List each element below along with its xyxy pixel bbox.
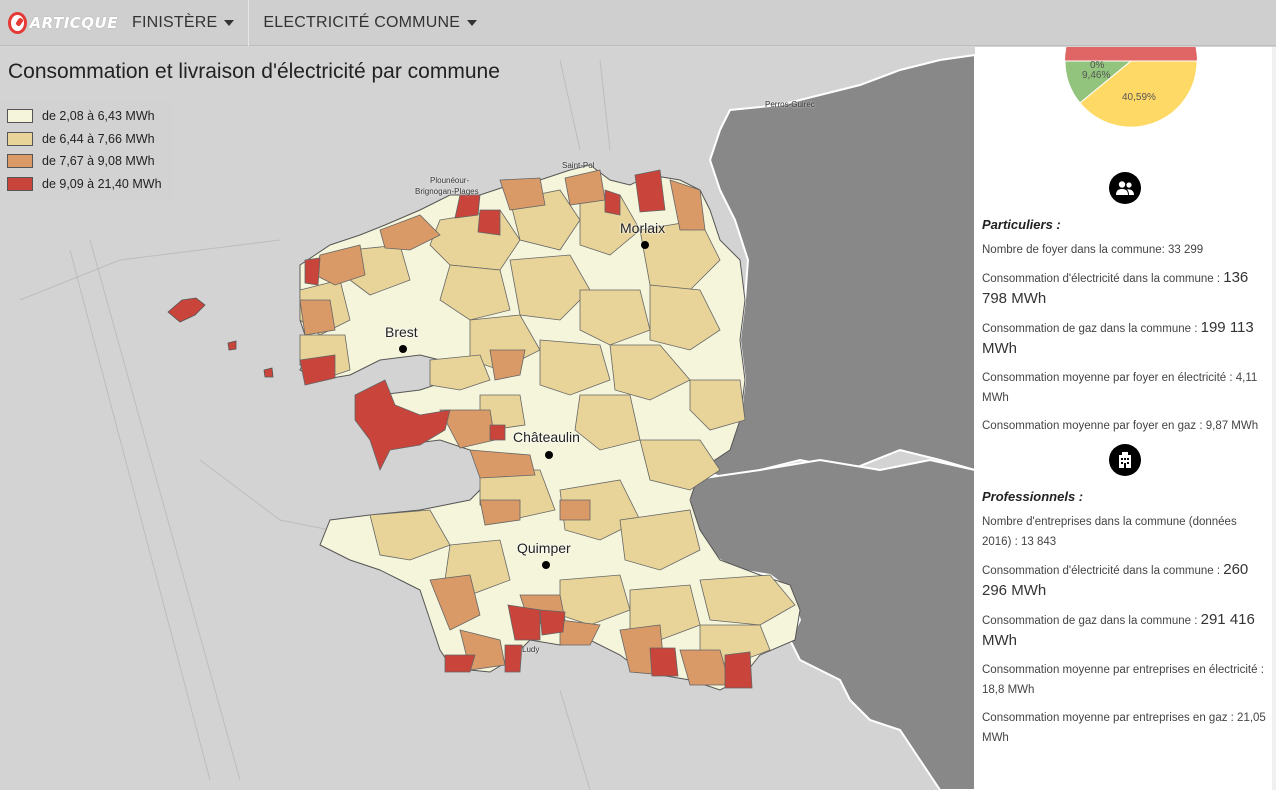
city-label-chateaulin: Châteaulin [513,429,580,445]
nav-divider [248,0,250,46]
stat-label: Consommation d'électricité dans la commu… [982,565,1224,577]
pie-chart-svg: 0% 9,46% 40,59% [1064,47,1198,128]
stat-value: 136 798 MWh [982,269,1249,307]
island-ouessant [167,297,206,323]
stat-moy-elec-foyer: Consommation moyenne par foyer en électr… [982,372,1258,404]
legend-label: de 6,44 à 7,66 MWh [42,131,155,146]
particuliers-section: Particuliers : Nombre de foyer dans la c… [982,172,1268,436]
chevron-down-icon [224,19,235,26]
info-panel[interactable]: 0% 9,46% 40,59% Particuliers : Nombre de… [975,47,1276,790]
professionnels-title: Professionnels : [982,489,1084,504]
legend-item: de 9,09 à 21,40 MWh [7,173,174,196]
legend-swatch [7,154,33,169]
indicator-dropdown[interactable]: ELECTRICITÉ COMMUNE [249,0,491,46]
legend-label: de 2,08 à 6,43 MWh [42,109,155,124]
stat-value: 260 296 MWh [982,561,1249,599]
stat-moy-gaz-entreprise: Consommation moyenne par entreprises en … [982,712,1266,744]
legend-label: de 7,67 à 9,08 MWh [42,154,155,169]
particuliers-title: Particuliers : [982,217,1061,232]
stat-gaz-particuliers: Consommation de gaz dans la commune : 19… [982,318,1268,360]
place-label-perros: Perros-Guirec [765,100,815,109]
map-title-bar: Consommation et livraison d'électricité … [0,47,534,97]
stat-label: Consommation d'électricité dans la commu… [982,273,1224,285]
legend-swatch [7,131,33,146]
city-label-morlaix: Morlaix [620,220,666,236]
stat-value: 199 113 MWh [982,319,1254,357]
legend-swatch [7,109,33,124]
legend-label: de 9,09 à 21,40 MWh [42,176,162,191]
map-legend: de 2,08 à 6,43 MWh de 6,44 à 7,66 MWh de… [0,100,174,201]
city-dot-chateaulin [545,451,553,459]
island-small [227,340,237,351]
professionnels-section: Professionnels : Nombre d'entreprises da… [982,444,1268,748]
pie-slice-red [1065,47,1197,61]
city-label-brest: Brest [385,324,418,340]
articque-logo-icon [8,11,27,34]
communes-layer [299,169,796,689]
city-label-quimper: Quimper [517,540,571,556]
territory-dropdown-label: FINISTÈRE [132,13,218,31]
legend-item: de 7,67 à 9,08 MWh [7,150,174,173]
map-title: Consommation et livraison d'électricité … [8,60,500,83]
legend-item: de 6,44 à 7,66 MWh [7,128,174,151]
place-label-ludy: Ludy [522,645,540,654]
stat-label: Consommation de gaz dans la commune : [982,323,1201,335]
map-svg [19,53,975,790]
maritime-lines [19,59,611,790]
place-label-saintpol: Saint-Pol [562,161,595,170]
stat-gaz-pro: Consommation de gaz dans la commune : 29… [982,610,1268,652]
pie-chart: 0% 9,46% 40,59% [982,47,1268,147]
people-icon [1109,172,1141,204]
stat-label: Consommation de gaz dans la commune : [982,615,1201,627]
panel-scrollbar[interactable] [1272,47,1276,790]
legend-swatch [7,176,33,191]
pie-label-yellow: 40,59% [1122,92,1156,103]
legend-item: de 2,08 à 6,43 MWh [7,105,174,128]
building-icon [1109,444,1141,476]
territory-dropdown[interactable]: FINISTÈRE [118,0,248,46]
city-dot-brest [399,345,407,353]
pie-label-red: 0% [1090,60,1105,71]
place-label-plouneour: Plounéour- [430,176,470,185]
stat-elec-particuliers: Consommation d'électricité dans la commu… [982,268,1268,310]
city-dot-quimper [542,561,550,569]
stat-value: 291 416 MWh [982,611,1255,649]
stat-moy-gaz-foyer: Consommation moyenne par foyer en gaz : … [982,420,1259,432]
top-navbar: ARTICQUE FINISTÈRE ELECTRICITÉ COMMUNE [0,0,1276,46]
stat-elec-pro: Consommation d'électricité dans la commu… [982,560,1268,602]
stat-foyers: Nombre de foyer dans la commune: 33 299 [982,244,1204,256]
stat-moy-elec-entreprise: Consommation moyenne par entreprises en … [982,664,1264,696]
island-small-2 [263,367,274,378]
brand-name: ARTICQUE [29,13,118,32]
pie-label-green: 9,46% [1082,70,1110,81]
stat-entreprises: Nombre d'entreprises dans la commune (do… [982,516,1237,548]
map-canvas[interactable]: Morlaix Brest Châteaulin Quimper Perros-… [0,47,975,790]
city-dot-morlaix [641,241,649,249]
chevron-down-icon [467,19,478,26]
pie-slice-yellow [1079,60,1198,128]
brand-logo-link[interactable]: ARTICQUE [0,0,118,46]
place-label-brignogan: Brignogan-Plages [415,187,479,196]
indicator-dropdown-label: ELECTRICITÉ COMMUNE [263,13,461,31]
